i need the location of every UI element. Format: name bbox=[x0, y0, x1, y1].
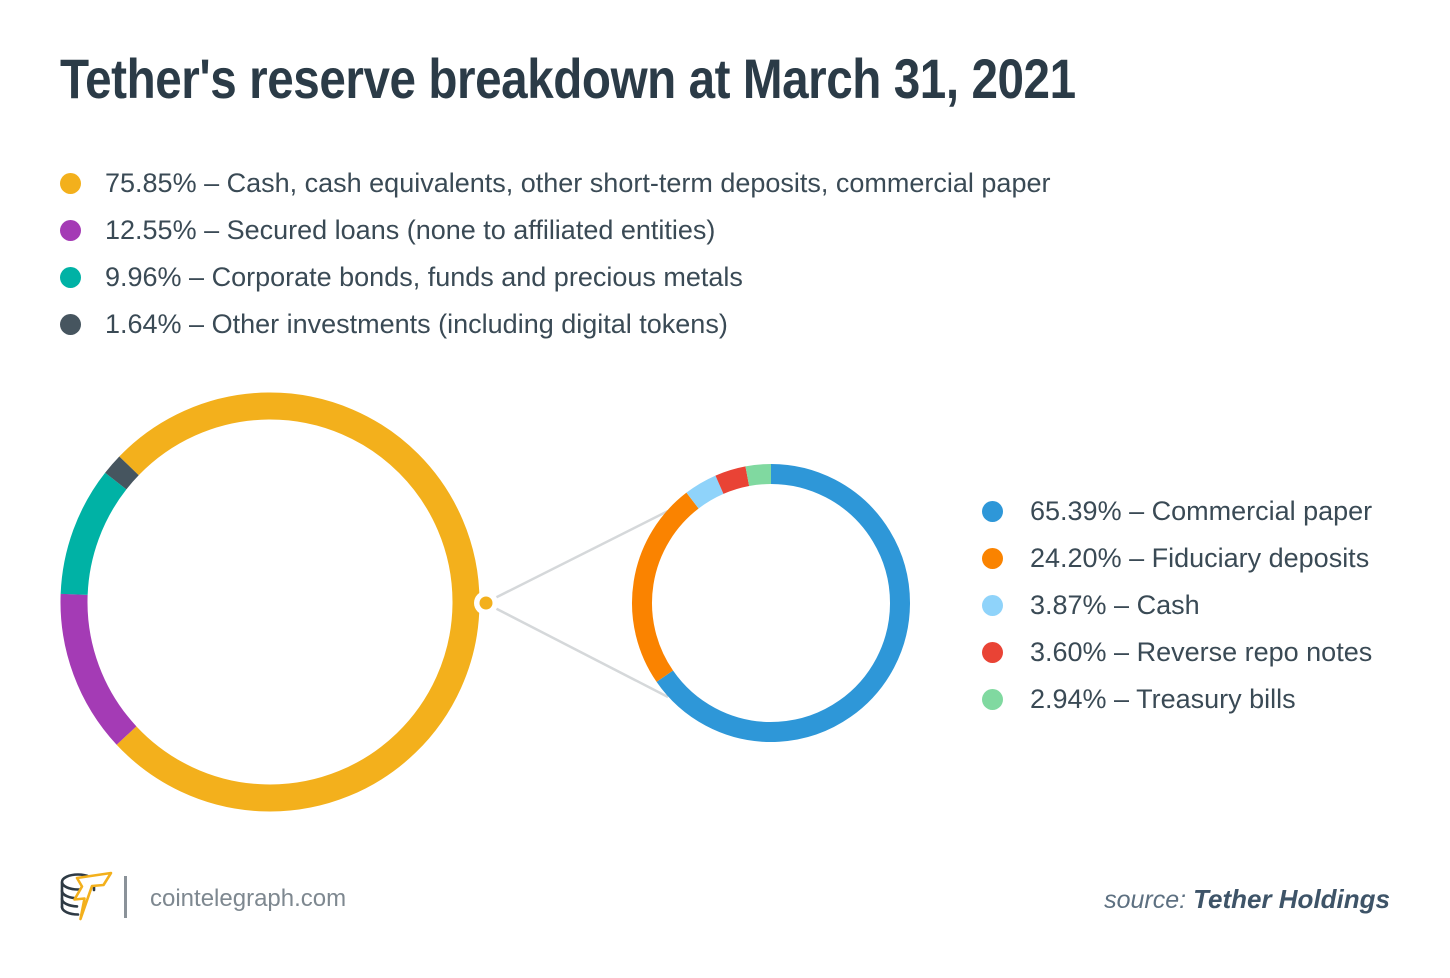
donut-segment-secured-loans-none-to-affiliated-entities bbox=[60, 593, 137, 745]
legend-item: 75.85% – Cash, cash equivalents, other s… bbox=[60, 160, 1050, 207]
connector-line-top bbox=[494, 509, 669, 600]
donut-segment-other-investments-including-digital-tokens bbox=[105, 456, 139, 490]
cointelegraph-logo bbox=[60, 871, 113, 921]
site-label: cointelegraph.com bbox=[150, 885, 347, 912]
legend-dot bbox=[982, 642, 1003, 663]
donut-segment-commercial-paper bbox=[656, 464, 910, 742]
legend-cash-breakdown: 65.39% – Commercial paper 24.20% – Fiduc… bbox=[982, 488, 1372, 723]
legend-dot bbox=[60, 220, 81, 241]
legend-dot bbox=[982, 595, 1003, 616]
legend-item-label: 1.64% – Other investments (including dig… bbox=[105, 309, 728, 339]
legend-dot bbox=[982, 548, 1003, 569]
footer-divider bbox=[124, 876, 127, 918]
legend-item: 24.20% – Fiduciary deposits bbox=[982, 535, 1372, 582]
legend-item-label: 2.94% – Treasury bills bbox=[1030, 684, 1296, 714]
source-prefix: source: bbox=[1104, 886, 1187, 914]
legend-item: 65.39% – Commercial paper bbox=[982, 488, 1372, 535]
donut-segment-corporate-bonds-funds-and-precious-metals bbox=[60, 472, 127, 596]
donut-segment-cash bbox=[686, 475, 724, 509]
legend-item-label: 75.85% – Cash, cash equivalents, other s… bbox=[105, 168, 1051, 198]
source-name: Tether Holdings bbox=[1193, 884, 1390, 914]
legend-dot bbox=[982, 501, 1003, 522]
source-line: source: Tether Holdings bbox=[1104, 884, 1390, 915]
legend-item-label: 3.87% – Cash bbox=[1030, 590, 1200, 620]
legend-item: 9.96% – Corporate bonds, funds and preci… bbox=[60, 254, 1050, 301]
legend-item-label: 3.60% – Reverse repo notes bbox=[1030, 637, 1373, 667]
legend-item-label: 24.20% – Fiduciary deposits bbox=[1030, 543, 1370, 573]
legend-dot bbox=[60, 267, 81, 288]
legend-dot bbox=[60, 173, 81, 194]
legend-dot bbox=[60, 314, 81, 335]
legend-dot bbox=[982, 689, 1003, 710]
donut-segment-treasury-bills bbox=[745, 463, 772, 487]
legend-item: 2.94% – Treasury bills bbox=[982, 676, 1372, 723]
donut-charts-canvas bbox=[60, 392, 910, 812]
donut-segment-cash-cash-equivalents-other-short-term-deposits-commercial-paper bbox=[116, 392, 480, 812]
page-title: Tether's reserve breakdown at March 31, … bbox=[60, 47, 1076, 110]
legend-item: 3.60% – Reverse repo notes bbox=[982, 629, 1372, 676]
donut-segment-fiduciary-deposits bbox=[632, 492, 699, 682]
legend-item-label: 65.39% – Commercial paper bbox=[1030, 496, 1373, 526]
legend-item: 3.87% – Cash bbox=[982, 582, 1372, 629]
lightning-bolt-icon bbox=[73, 871, 113, 921]
connector-line-bottom bbox=[494, 606, 669, 699]
donut-total-reserves bbox=[60, 392, 480, 812]
legend-total-reserves: 75.85% – Cash, cash equivalents, other s… bbox=[60, 160, 1050, 348]
donut-cash-breakdown bbox=[632, 463, 910, 742]
zoom-origin-dot bbox=[479, 596, 493, 610]
donut-segment-reverse-repo-notes bbox=[715, 466, 750, 495]
legend-item-label: 9.96% – Corporate bonds, funds and preci… bbox=[105, 262, 743, 292]
legend-item-label: 12.55% – Secured loans (none to affiliat… bbox=[105, 215, 716, 245]
legend-item: 1.64% – Other investments (including dig… bbox=[60, 301, 1050, 348]
legend-item: 12.55% – Secured loans (none to affiliat… bbox=[60, 207, 1050, 254]
